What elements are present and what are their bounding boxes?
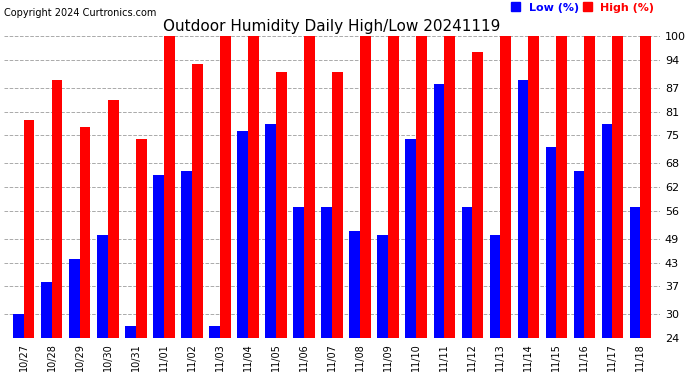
Bar [518,80,529,338]
Bar [500,36,511,338]
Bar [52,80,63,338]
Bar [462,207,472,338]
Bar [388,36,399,338]
Bar [584,36,595,338]
Bar [248,36,259,338]
Bar [416,36,427,338]
Bar [181,171,192,338]
Legend: Low (%), High (%): Low (%), High (%) [511,3,654,13]
Bar [472,52,483,338]
Bar [237,132,248,338]
Bar [266,123,276,338]
Bar [220,36,230,338]
Bar [444,36,455,338]
Bar [349,231,360,338]
Bar [573,171,584,338]
Bar [153,175,164,338]
Bar [293,207,304,338]
Bar [529,36,539,338]
Bar [322,207,332,338]
Bar [276,72,286,338]
Bar [209,326,220,338]
Text: Copyright 2024 Curtronics.com: Copyright 2024 Curtronics.com [4,8,157,18]
Title: Outdoor Humidity Daily High/Low 20241119: Outdoor Humidity Daily High/Low 20241119 [164,19,501,34]
Bar [490,235,500,338]
Bar [546,147,556,338]
Bar [332,72,343,338]
Bar [126,326,136,338]
Bar [602,123,612,338]
Bar [304,36,315,338]
Bar [406,140,416,338]
Bar [23,120,34,338]
Bar [13,314,23,338]
Bar [640,36,651,338]
Bar [69,258,80,338]
Bar [108,100,119,338]
Bar [630,207,640,338]
Bar [556,36,567,338]
Bar [97,235,108,338]
Bar [377,235,388,338]
Bar [360,36,371,338]
Bar [192,64,203,338]
Bar [136,140,146,338]
Bar [80,128,90,338]
Bar [612,36,623,338]
Bar [433,84,444,338]
Bar [164,36,175,338]
Bar [41,282,52,338]
